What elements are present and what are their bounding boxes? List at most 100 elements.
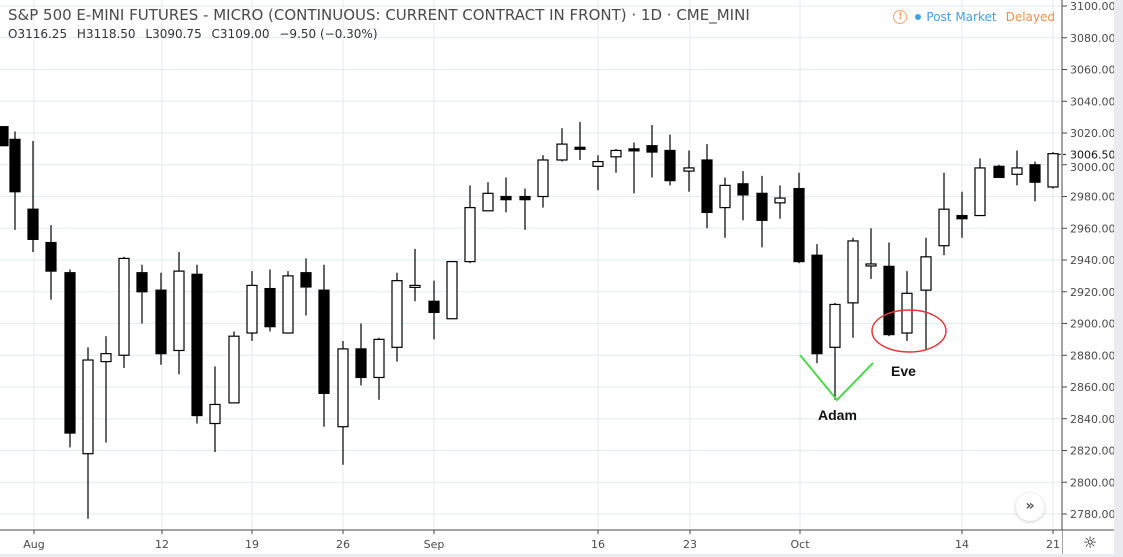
time-tick-label: 16	[591, 538, 605, 551]
price-tick-label: 2900.00	[1070, 318, 1116, 331]
candle	[409, 248, 421, 302]
candle	[100, 336, 112, 443]
candle	[683, 150, 695, 192]
price-tick-label: 2800.00	[1070, 476, 1116, 489]
candle	[118, 256, 130, 368]
candle	[938, 172, 950, 256]
time-tick-label: Sep	[424, 538, 445, 551]
candle	[391, 272, 403, 362]
candle	[191, 264, 203, 424]
candle	[574, 121, 586, 160]
ohlc-legend: O3116.25 H3118.50 L3090.75 C3109.00 −9.5…	[8, 27, 750, 41]
svg-text:3000.00: 3000.00	[1070, 161, 1116, 174]
time-tick-label: Aug	[23, 538, 44, 551]
candle	[920, 237, 932, 351]
price-tick-label: 2940.00	[1070, 254, 1116, 267]
candle	[282, 271, 294, 334]
candle	[537, 155, 549, 208]
candle	[628, 142, 640, 194]
time-tick-label: 12	[155, 538, 169, 551]
candle	[9, 131, 21, 230]
candle	[136, 264, 148, 324]
market-dot-icon	[915, 14, 922, 20]
candle	[27, 140, 39, 253]
right-scrollbar-strip	[1114, 0, 1123, 557]
last-price-label: 3006.50	[1070, 148, 1116, 161]
candle	[556, 128, 568, 162]
settings-gear-icon[interactable]: ☼	[1082, 533, 1098, 552]
price-tick-label: 3080.00	[1070, 32, 1116, 45]
market-state: Post Market	[926, 10, 997, 24]
candle	[847, 237, 859, 338]
time-tick-label: 21	[1046, 538, 1060, 551]
candle	[756, 175, 768, 248]
time-tick-label: 23	[683, 538, 697, 551]
candle	[0, 126, 9, 147]
candle	[811, 244, 823, 364]
candle	[664, 134, 676, 186]
candle	[1011, 150, 1023, 186]
bottom-strip	[0, 554, 1123, 557]
market-status: ! Post Market Delayed	[893, 10, 1055, 24]
candle	[865, 228, 877, 280]
price-tick-label: 2860.00	[1070, 381, 1116, 394]
candle	[82, 347, 94, 519]
price-tick-label: 3040.00	[1070, 95, 1116, 108]
candle	[829, 302, 841, 400]
candle	[173, 252, 185, 375]
price-tick-label: 3100.00	[1070, 0, 1116, 13]
time-tick-label: 14	[955, 538, 969, 551]
price-tick-label: 2920.00	[1070, 286, 1116, 299]
warning-icon[interactable]: !	[893, 10, 908, 24]
symbol-title[interactable]: S&P 500 E-MINI FUTURES - MICRO (CONTINUO…	[8, 6, 750, 24]
candle	[974, 158, 986, 217]
price-tick-label: 2980.00	[1070, 191, 1116, 204]
candle	[355, 323, 367, 386]
candle	[1029, 161, 1041, 202]
scroll-to-realtime-button[interactable]: »	[1016, 493, 1044, 521]
candle	[45, 225, 57, 300]
ohlc-change: −9.50 (−0.30%)	[279, 27, 378, 41]
candle	[993, 164, 1005, 179]
candle	[318, 264, 330, 427]
candle	[719, 177, 731, 238]
candle	[500, 177, 512, 213]
candle	[701, 144, 713, 229]
candle	[774, 185, 786, 219]
candle	[428, 280, 440, 340]
candle	[956, 191, 968, 238]
candle	[337, 340, 349, 465]
time-tick-label: 26	[336, 538, 350, 551]
candle	[793, 172, 805, 264]
candle	[373, 337, 385, 400]
ohlc-high: H3118.50	[76, 27, 136, 41]
price-tick-label: 3060.00	[1070, 64, 1116, 77]
ohlc-low: L3090.75	[145, 27, 202, 41]
candle	[610, 148, 622, 173]
double-chevron-right-icon: »	[1025, 498, 1035, 514]
candle	[592, 155, 604, 191]
candle	[300, 258, 312, 316]
price-tick-label: 2960.00	[1070, 222, 1116, 235]
price-tick-label: 2820.00	[1070, 445, 1116, 458]
candle	[209, 366, 221, 453]
candle	[446, 260, 458, 320]
candle	[646, 125, 658, 178]
eve-circle-mark	[871, 309, 947, 353]
delayed-badge: Delayed	[1005, 10, 1055, 24]
annotation-eve: Eve	[891, 363, 916, 379]
candle	[155, 272, 167, 365]
candle	[246, 271, 258, 341]
candle	[901, 271, 913, 341]
candle	[64, 269, 76, 448]
annotation-adam: Adam	[818, 407, 857, 423]
time-tick-label: 19	[245, 538, 259, 551]
price-tick-label: 3020.00	[1070, 127, 1116, 140]
candle	[264, 269, 276, 332]
candle	[519, 188, 531, 230]
chart-header: S&P 500 E-MINI FUTURES - MICRO (CONTINUO…	[8, 6, 750, 41]
price-tick-label: 2840.00	[1070, 413, 1116, 426]
ohlc-close: C3109.00	[211, 27, 270, 41]
